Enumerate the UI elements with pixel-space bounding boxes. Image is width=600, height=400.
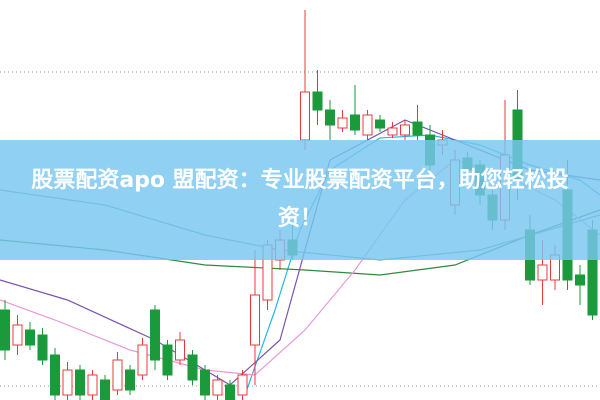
- candle-body: [62, 369, 73, 396]
- candle-body: [412, 121, 423, 136]
- candle-body: [25, 329, 35, 346]
- candle-body: [12, 324, 23, 346]
- candle-body: [237, 374, 248, 396]
- candle-body: [0, 309, 10, 351]
- candle-body: [325, 109, 335, 126]
- candle-body: [187, 354, 198, 381]
- candle-body: [200, 369, 210, 396]
- candle-body: [50, 354, 60, 396]
- candle-body: [337, 117, 348, 129]
- candle-body: [125, 369, 135, 391]
- candle-body: [162, 344, 173, 376]
- candle-body: [312, 91, 323, 111]
- candle-body: [137, 344, 148, 376]
- candle-body: [387, 127, 398, 136]
- candle-body: [112, 359, 123, 391]
- candle-body: [300, 91, 310, 141]
- candle-body: [175, 339, 185, 361]
- candle-body: [100, 379, 110, 400]
- candle-body: [150, 309, 160, 361]
- candle-body: [537, 264, 548, 281]
- candle-body: [87, 374, 98, 396]
- candle-body: [362, 114, 373, 136]
- candle-body: [575, 274, 585, 286]
- candle-body: [225, 384, 235, 400]
- banner-title: 股票配资apo 盟配资：专业股票配资平台，助您轻松投资！: [31, 168, 569, 231]
- candle-body: [375, 119, 385, 129]
- candle-body: [250, 294, 260, 346]
- candle-body: [37, 334, 48, 361]
- candle-body: [400, 124, 410, 136]
- candle-body: [350, 114, 360, 131]
- candle-body: [212, 379, 223, 396]
- banner: [0, 140, 600, 260]
- candle-body: [75, 369, 85, 396]
